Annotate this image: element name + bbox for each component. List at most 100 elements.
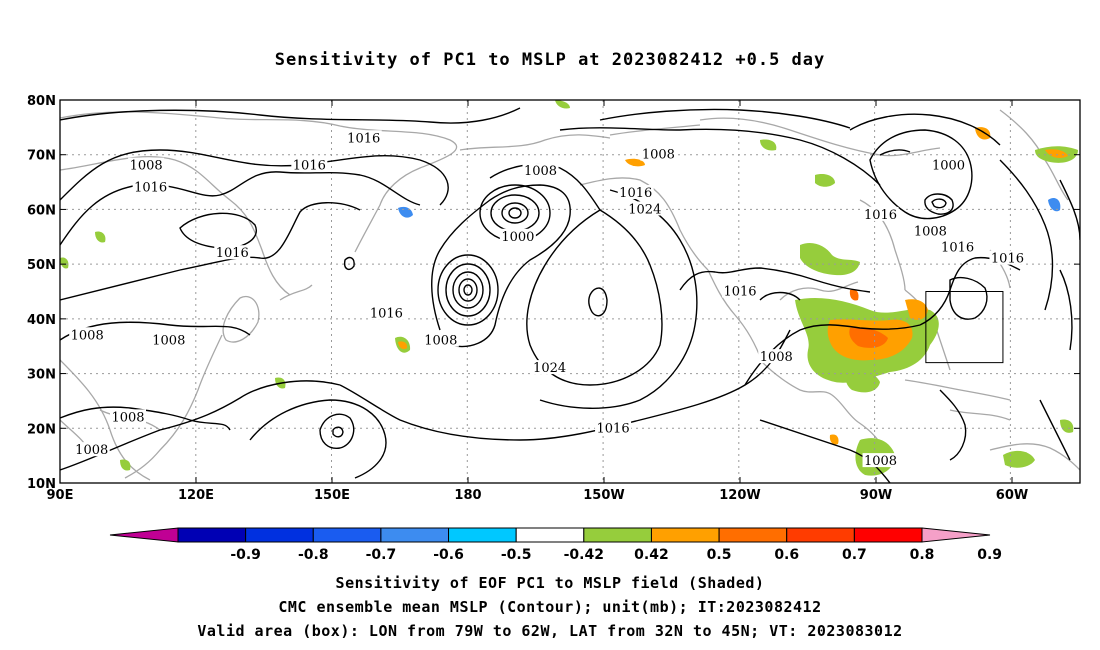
caption-line-2: CMC ensemble mean MSLP (Contour); unit(m… <box>278 598 822 616</box>
contour-label: 1008 <box>152 334 185 349</box>
contour-label-bg <box>640 146 677 161</box>
lat-tick-label: 30N <box>27 368 56 383</box>
contour-label: 1008 <box>75 443 108 458</box>
lat-tick-label: 80N <box>27 94 56 109</box>
contour-label: 1008 <box>864 454 897 469</box>
contour-label-bg <box>522 163 559 178</box>
contour-label: 1008 <box>424 334 457 349</box>
colorbar-label: 0.7 <box>842 547 867 563</box>
contour-label: 1016 <box>216 246 249 261</box>
lon-tick-label: 180 <box>454 488 481 503</box>
contour-label: 1024 <box>533 361 566 376</box>
colorbar-segment <box>853 527 923 543</box>
contour-label: 1016 <box>370 306 403 321</box>
contour-label-bg <box>862 206 899 221</box>
contour-label-bg <box>499 228 536 243</box>
contour-label: 1016 <box>347 131 380 146</box>
contour-label-bg <box>626 201 663 216</box>
colorbar-triangle-low <box>109 527 179 543</box>
colorbar-segment <box>177 527 247 543</box>
contour-label: 1016 <box>723 285 756 300</box>
contour-label-bg <box>722 283 758 298</box>
contour-label: 1008 <box>760 350 793 365</box>
colorbar-label: -0.42 <box>564 547 604 563</box>
colorbar-label: -0.8 <box>298 547 329 563</box>
colorbar-triangle-high <box>921 527 991 543</box>
colorbar-segment <box>650 527 720 543</box>
colorbar-segment <box>245 527 314 543</box>
contour-label-bg <box>862 453 899 468</box>
contour-label-bg <box>110 409 146 424</box>
lon-tick-label: 120E <box>178 488 214 503</box>
contour-label-bg <box>912 223 949 238</box>
contour-label-bg <box>291 157 328 172</box>
contour-label-bg <box>345 130 382 145</box>
plot-area <box>60 100 1080 483</box>
colorbar: -0.9 -0.8 -0.7 -0.6 -0.5 -0.42 0.42 0.5 0.6 0.7 0.… <box>109 527 1002 563</box>
contour-label: 1008 <box>71 328 104 343</box>
lat-tick-label: 20N <box>27 422 56 437</box>
caption-line-3: Valid area (box): LON from 79W to 62W, L… <box>197 622 903 640</box>
lon-tick-label: 150E <box>314 488 350 503</box>
contour-label: 1016 <box>941 241 974 256</box>
contour-label: 1016 <box>991 252 1024 267</box>
lon-tick-label: 120W <box>719 488 760 503</box>
lon-tick-label: 150W <box>583 488 624 503</box>
contour-label-bg <box>930 157 967 172</box>
contour-label-bg <box>758 349 795 364</box>
contour-label-bg <box>73 442 110 457</box>
colorbar-label: 0.42 <box>634 547 669 563</box>
contour-label-bg <box>422 332 459 347</box>
colorbar-label: -0.7 <box>366 547 397 563</box>
contour-label-bg <box>214 245 251 260</box>
contour-label: 1016 <box>293 159 326 174</box>
latitude-axis: 80N 70N 60N 50N 40N 30N 20N 10N <box>27 94 1080 492</box>
contour-label: 1016 <box>619 186 652 201</box>
contour-label: 1000 <box>501 230 534 245</box>
colorbar-segment <box>786 527 855 543</box>
lat-tick-label: 70N <box>27 149 56 164</box>
lon-tick-label: 60W <box>996 488 1028 503</box>
contour-label: 1008 <box>130 159 163 174</box>
contour-label: 1008 <box>111 410 144 425</box>
colorbar-label: -0.5 <box>501 547 532 563</box>
colorbar-label: 0.6 <box>774 547 799 563</box>
contour-label-bg <box>69 327 106 342</box>
lat-tick-label: 50N <box>27 258 56 273</box>
contour-label: 1016 <box>597 421 630 436</box>
colorbar-label: -0.6 <box>433 547 464 563</box>
colorbar-label: 0.5 <box>707 547 732 563</box>
caption-line-1: Sensitivity of EOF PC1 to MSLP field (Sh… <box>335 574 765 592</box>
contour-label-bg <box>150 332 187 347</box>
colorbar-segment <box>583 527 652 543</box>
contour-label-bg <box>617 185 654 200</box>
contour-label-bg <box>595 420 632 435</box>
lon-tick-label: 90W <box>860 488 892 503</box>
contour-label: 1016 <box>864 208 897 223</box>
colorbar-label: 0.9 <box>977 547 1002 563</box>
contour-label: 1000 <box>932 159 965 174</box>
lon-tick-label: 90E <box>47 488 74 503</box>
contour-label: 1024 <box>628 202 661 217</box>
contour-label: 1008 <box>524 164 557 179</box>
contour-label-bg <box>989 250 1026 265</box>
contour-label-bg <box>132 179 169 194</box>
lat-tick-label: 40N <box>27 313 56 328</box>
contour-label-bg <box>939 239 976 254</box>
contour-label-bg <box>368 305 405 320</box>
colorbar-segment <box>448 527 517 543</box>
colorbar-segment <box>312 527 382 543</box>
plot-frame <box>59 99 1081 484</box>
valid-area-box <box>925 291 1004 364</box>
contour-label: 1016 <box>134 181 167 196</box>
colorbar-label: 0.8 <box>910 547 935 563</box>
lat-tick-label: 10N <box>27 477 56 492</box>
colorbar-segment <box>718 527 788 543</box>
colorbar-segment <box>515 527 585 543</box>
contour-label: 1008 <box>642 148 675 163</box>
lat-tick-label: 60N <box>27 203 56 218</box>
contour-label-bg <box>128 157 165 172</box>
contour-label: 1008 <box>914 224 947 239</box>
